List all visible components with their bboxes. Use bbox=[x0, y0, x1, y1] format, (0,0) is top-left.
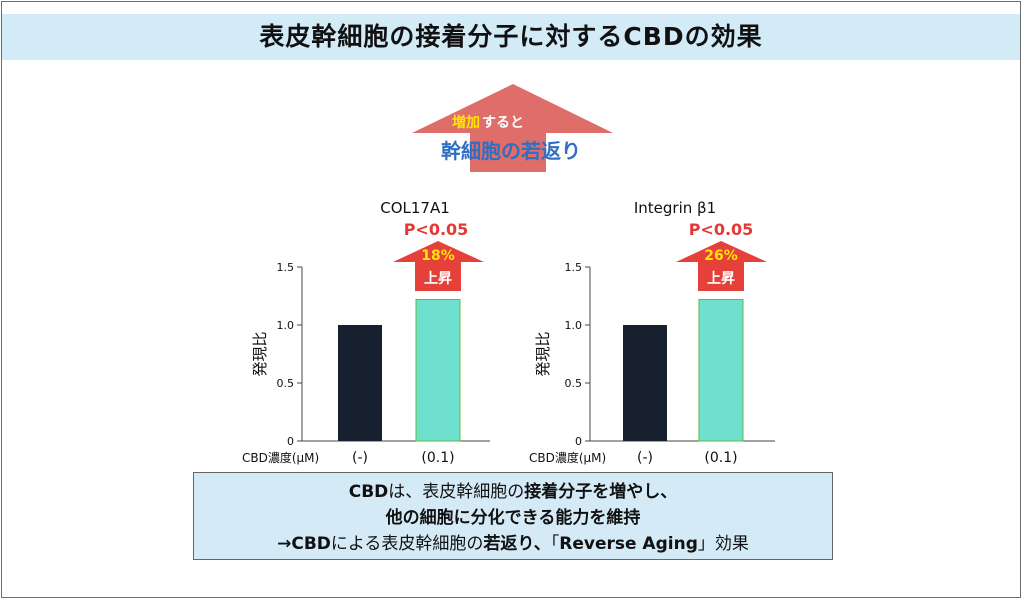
summary-text: 」効果 bbox=[697, 534, 749, 554]
y-axis-label: 発現比 bbox=[534, 331, 552, 376]
header-arrow-text1: すると bbox=[482, 115, 524, 131]
y-tick-label: 0 bbox=[575, 435, 582, 448]
y-axis-label: 発現比 bbox=[251, 331, 269, 376]
summary-text: 若返り、 bbox=[483, 534, 551, 554]
increase-arrow bbox=[676, 241, 767, 291]
header-arrow-highlight: 増加 bbox=[452, 114, 480, 131]
header-arrow-shape bbox=[412, 84, 613, 172]
increase-label: 上昇 bbox=[424, 271, 452, 287]
pvalue-label: P<0.05 bbox=[404, 220, 469, 239]
y-tick-label: 1.5 bbox=[277, 261, 295, 274]
bar-cbd bbox=[415, 298, 461, 442]
header-arrow-text2: 幹細胞の若返り bbox=[441, 139, 581, 163]
y-tick-label: 0.5 bbox=[565, 377, 583, 390]
y-tick-label: 1.0 bbox=[277, 319, 295, 332]
chart-title: COL17A1 bbox=[380, 199, 450, 217]
title-band: 表皮幹細胞の接着分子に対するCBDの効果 bbox=[2, 14, 1020, 60]
bar-cbd bbox=[698, 298, 744, 442]
summary-text: は、表皮幹細胞の bbox=[388, 482, 525, 502]
summary-box: CBDは、表皮幹細胞の接着分子を増やし、 他の細胞に分化できる能力を維持 →CB… bbox=[193, 472, 833, 560]
header-arrow: 増加 すると 幹細胞の若返り bbox=[412, 84, 613, 172]
summary-text: による表皮幹細胞の bbox=[330, 534, 484, 554]
percent-label: 18% bbox=[421, 248, 455, 264]
x-axis-label: CBD濃度(μM) bbox=[242, 450, 319, 465]
x-tick-label: (0.1) bbox=[704, 450, 737, 466]
summary-line-3: →CBDによる表皮幹細胞の若返り、「Reverse Aging」効果 bbox=[194, 531, 832, 557]
summary-text: CBD bbox=[348, 482, 389, 502]
summary-text: 「 bbox=[550, 534, 560, 554]
summary-text: 他の細胞に分化できる能力を維持 bbox=[385, 508, 641, 528]
increase-arrow bbox=[393, 241, 484, 291]
y-tick-label: 1.5 bbox=[565, 261, 583, 274]
summary-line-2: 他の細胞に分化できる能力を維持 bbox=[194, 505, 832, 531]
x-axis-label: CBD濃度(μM) bbox=[529, 450, 606, 465]
summary-text: 接着分子を増やし、 bbox=[524, 482, 678, 502]
x-tick-label: (-) bbox=[637, 450, 653, 466]
y-tick-label: 0.5 bbox=[277, 377, 295, 390]
x-tick-label: (0.1) bbox=[421, 450, 454, 466]
summary-text: Reverse Aging bbox=[559, 534, 698, 554]
chart-title: Integrin β1 bbox=[634, 199, 716, 217]
summary-line-1: CBDは、表皮幹細胞の接着分子を増やし、 bbox=[194, 479, 832, 505]
slide-title: 表皮幹細胞の接着分子に対するCBDの効果 bbox=[259, 22, 763, 51]
increase-label: 上昇 bbox=[707, 271, 735, 287]
percent-label: 26% bbox=[704, 248, 738, 264]
pvalue-label: P<0.05 bbox=[689, 220, 754, 239]
bar-control bbox=[623, 325, 667, 441]
bar-control bbox=[338, 325, 382, 441]
chart-col17a1: COL17A1 P<0.05 18% 上昇 発現比 0 0.5 1.0 1.5 CBD… bbox=[242, 199, 490, 466]
y-tick-label: 1.0 bbox=[565, 319, 583, 332]
summary-text: →CBD bbox=[277, 534, 331, 554]
y-tick-label: 0 bbox=[287, 435, 294, 448]
x-tick-label: (-) bbox=[352, 450, 368, 466]
chart-integrin-b1: Integrin β1 P<0.05 26% 上昇 発現比 0 0.5 1.0 1.5… bbox=[529, 199, 775, 466]
